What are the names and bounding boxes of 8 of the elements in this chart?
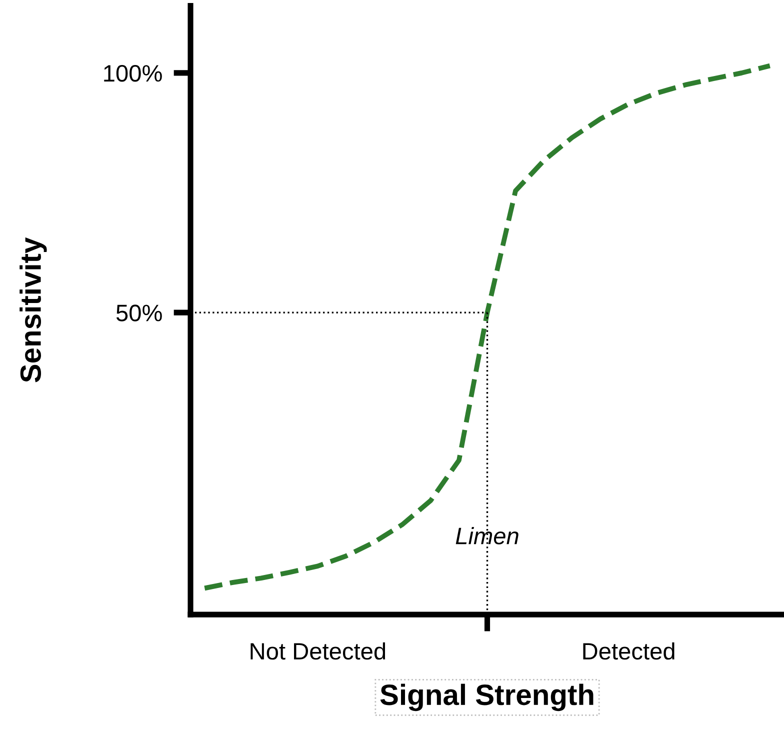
y-axis-title: Sensitivity xyxy=(20,237,47,382)
x-tick-label: Limen xyxy=(456,527,518,544)
x-tick-label: Detected xyxy=(583,642,674,660)
y-tick-label: 50% xyxy=(116,304,162,322)
line-series xyxy=(202,63,772,591)
x-tick-label: Not Detected xyxy=(250,642,386,660)
x-axis-title: Signal Strength xyxy=(380,684,594,712)
y-tick-label: 100% xyxy=(104,65,162,82)
